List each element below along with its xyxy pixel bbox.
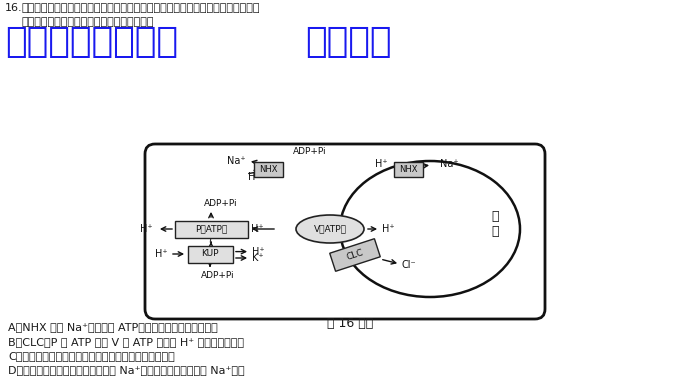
- Text: 液
泡: 液 泡: [491, 210, 498, 238]
- Text: ADP+Pi: ADP+Pi: [293, 147, 327, 155]
- Text: C．生物膜的选择透过性只与转运蛋白的种类和数量有关: C．生物膜的选择透过性只与转运蛋白的种类和数量有关: [8, 351, 175, 361]
- Text: K⁺: K⁺: [252, 253, 264, 263]
- FancyBboxPatch shape: [174, 221, 248, 238]
- Text: ADP+Pi: ADP+Pi: [204, 199, 238, 207]
- FancyBboxPatch shape: [188, 245, 232, 262]
- FancyBboxPatch shape: [393, 161, 423, 176]
- Ellipse shape: [296, 215, 364, 243]
- Text: 16.: 16.: [5, 3, 22, 13]
- Text: H⁺: H⁺: [252, 247, 265, 257]
- Text: Cl⁻: Cl⁻: [402, 260, 416, 270]
- Text: H⁺: H⁺: [248, 172, 260, 182]
- Text: NHX: NHX: [399, 164, 417, 173]
- Text: 囊细胞中离子的转运方式，相关叙述错误的是: 囊细胞中离子的转运方式，相关叙述错误的是: [22, 17, 155, 27]
- Text: CLC: CLC: [345, 248, 365, 262]
- Text: H⁺: H⁺: [382, 224, 395, 234]
- Text: H⁺: H⁺: [251, 224, 264, 234]
- Text: B．CLC、P 型 ATP 酶和 V 型 ATP 酶转运 H⁺ 的方式均不相同: B．CLC、P 型 ATP 酶和 V 型 ATP 酶转运 H⁺ 的方式均不相同: [8, 337, 244, 347]
- Text: 趣找答案: 趣找答案: [305, 25, 391, 59]
- Text: P型ATP酶: P型ATP酶: [195, 224, 227, 233]
- Text: Na⁺: Na⁺: [227, 156, 245, 166]
- Text: 第 16 题图: 第 16 题图: [327, 317, 373, 330]
- Text: 冰叶日中花是一种耐盐性极强的盐生植物，其茎、叶表面有盐囊细胞，下图表示盐: 冰叶日中花是一种耐盐性极强的盐生植物，其茎、叶表面有盐囊细胞，下图表示盐: [22, 3, 260, 13]
- Ellipse shape: [340, 161, 520, 297]
- Text: A．NHX 运输 Na⁺没有消耗 ATP，所以运输方式为协助扩散: A．NHX 运输 Na⁺没有消耗 ATP，所以运输方式为协助扩散: [8, 322, 218, 332]
- Text: H⁺: H⁺: [155, 249, 168, 259]
- Text: NHX: NHX: [259, 164, 277, 173]
- Text: 微信公众号关注：: 微信公众号关注：: [5, 25, 178, 59]
- Text: KUP: KUP: [202, 250, 218, 259]
- Text: D．据图推测，细胞液与外界溶液的 Na⁺浓度均大于细胞质基质 Na⁺浓度: D．据图推测，细胞液与外界溶液的 Na⁺浓度均大于细胞质基质 Na⁺浓度: [8, 365, 244, 375]
- Text: Na⁺: Na⁺: [440, 159, 458, 169]
- Text: H⁺: H⁺: [141, 224, 153, 234]
- Text: ATP: ATP: [213, 247, 229, 256]
- Text: ADP+Pi: ADP+Pi: [201, 271, 234, 280]
- FancyBboxPatch shape: [145, 144, 545, 319]
- FancyBboxPatch shape: [253, 161, 283, 176]
- FancyBboxPatch shape: [330, 239, 380, 271]
- Text: V型ATP酶: V型ATP酶: [314, 224, 346, 233]
- Text: H⁺: H⁺: [375, 159, 388, 169]
